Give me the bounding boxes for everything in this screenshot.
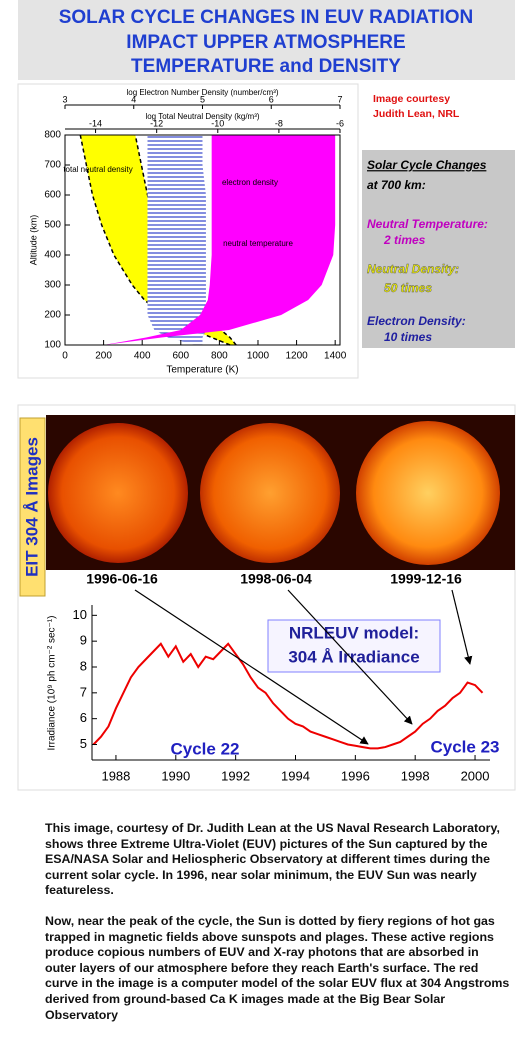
x-tick-label: 0 — [62, 351, 68, 362]
summary-label: Electron Density: — [367, 314, 466, 328]
plot-frame — [64, 134, 341, 346]
model-title: 304 Å Irradiance — [288, 647, 419, 666]
y-axis-label: Altitude (km) — [28, 215, 38, 266]
y-tick-label: 9 — [80, 633, 87, 648]
image-date: 1996-06-16 — [86, 571, 158, 587]
model-box — [267, 619, 441, 673]
date-arrow — [287, 589, 413, 725]
caption-paragraph: This image, courtesy of Dr. Judith Lean … — [45, 821, 500, 898]
images-label: EIT 304 Å Images — [22, 437, 41, 577]
top-tick-label: 3 — [62, 94, 67, 104]
top-tick-label: -6 — [336, 118, 344, 128]
top-tick-label: 4 — [131, 94, 136, 104]
x-tick-label: 1200 — [285, 351, 308, 362]
summary-value: 2 times — [383, 233, 426, 247]
y-tick-label: 700 — [44, 160, 61, 171]
sun-image — [200, 423, 340, 563]
x-tick-label: 600 — [172, 351, 189, 362]
image-date: 1998-06-04 — [240, 571, 312, 587]
x-tick-label: 200 — [95, 351, 112, 362]
y-tick-label: 100 — [44, 340, 61, 351]
band-label: electron density — [222, 178, 278, 187]
band-label: total neutral density — [63, 165, 132, 174]
summary-heading: at 700 km: — [367, 178, 426, 192]
band — [147, 135, 206, 345]
x-tick-label: 1000 — [247, 351, 270, 362]
band-edge — [79, 134, 231, 346]
image-date: 1999-12-16 — [390, 571, 462, 587]
caption: This image, courtesy of Dr. Judith Lean … — [45, 821, 513, 1038]
summary-label: Neutral Temperature: — [367, 217, 488, 231]
cycle-label: Cycle 22 — [171, 739, 240, 758]
summary-heading: Solar Cycle Changes — [367, 158, 487, 172]
title-line: SOLAR CYCLE CHANGES IN EUV RADIATION — [59, 7, 474, 28]
y-tick-label: 200 — [44, 310, 61, 321]
top-axis-label: log Electron Number Density (number/cm³) — [126, 88, 278, 97]
y-tick-label: 300 — [44, 280, 61, 291]
top-tick-label: 7 — [337, 94, 342, 104]
images-label-box — [19, 417, 46, 597]
date-arrow — [451, 589, 473, 665]
y-tick-label: 7 — [80, 684, 87, 699]
top-tick-label: -12 — [150, 118, 163, 128]
caption-paragraph: Now, near the peak of the cycle, the Sun… — [45, 913, 510, 1022]
y-tick-label: 10 — [73, 607, 87, 622]
x-tick-label: 1400 — [324, 351, 347, 362]
cycle-label: Cycle 23 — [431, 737, 500, 756]
summary-label: Neutral Density: — [367, 262, 459, 276]
y-tick-label: 400 — [44, 250, 61, 261]
x-tick-label: 1990 — [161, 768, 190, 783]
y-tick-label: 600 — [44, 190, 61, 201]
credit: Judith Lean, NRL — [373, 108, 460, 120]
summary-value: 50 times — [384, 281, 432, 295]
title-line: TEMPERATURE and DENSITY — [131, 56, 401, 77]
band-label: neutral temperature — [223, 239, 293, 248]
top-tick-label: -14 — [89, 118, 102, 128]
band — [103, 135, 336, 345]
sun-image — [48, 423, 188, 563]
y-tick-label: 500 — [44, 220, 61, 231]
top-tick-label: 6 — [269, 94, 274, 104]
x-tick-label: 1994 — [281, 768, 310, 783]
header-band — [18, 0, 515, 80]
poster: SOLAR CYCLE CHANGES IN EUV RADIATION IMP… — [17, 0, 516, 791]
y-tick-label: 800 — [44, 130, 61, 141]
y-tick-label: 5 — [80, 736, 87, 751]
credit: Image courtesy — [373, 93, 450, 105]
top-tick-label: -10 — [211, 118, 224, 128]
x-tick-label: 400 — [134, 351, 151, 362]
x-tick-label: 1998 — [401, 768, 430, 783]
top-tick-label: 5 — [200, 94, 205, 104]
top-axis-label: log Total Neutral Density (kg/m³) — [145, 112, 259, 121]
model-title: NRLEUV model: — [289, 623, 419, 642]
y-tick-label: 8 — [80, 658, 87, 673]
sun-image — [356, 421, 500, 565]
summary-value: 10 times — [384, 330, 432, 344]
x-tick-label: 1992 — [221, 768, 250, 783]
x-axis-label: Temperature (K) — [166, 365, 238, 376]
irradiance-line — [92, 642, 484, 750]
title-line: IMPACT UPPER ATMOSPHERE — [126, 32, 405, 53]
x-tick-label: 800 — [211, 351, 228, 362]
y-tick-label: 6 — [80, 710, 87, 725]
y-axis-label: Irradiance (10⁹ ph cm⁻² sec⁻¹) — [47, 616, 58, 751]
x-tick-label: 2000 — [461, 768, 490, 783]
summary-box — [362, 150, 515, 348]
x-tick-label: 1988 — [101, 768, 130, 783]
x-tick-label: 1996 — [341, 768, 370, 783]
top-tick-label: -8 — [275, 118, 283, 128]
date-arrow — [134, 589, 369, 745]
